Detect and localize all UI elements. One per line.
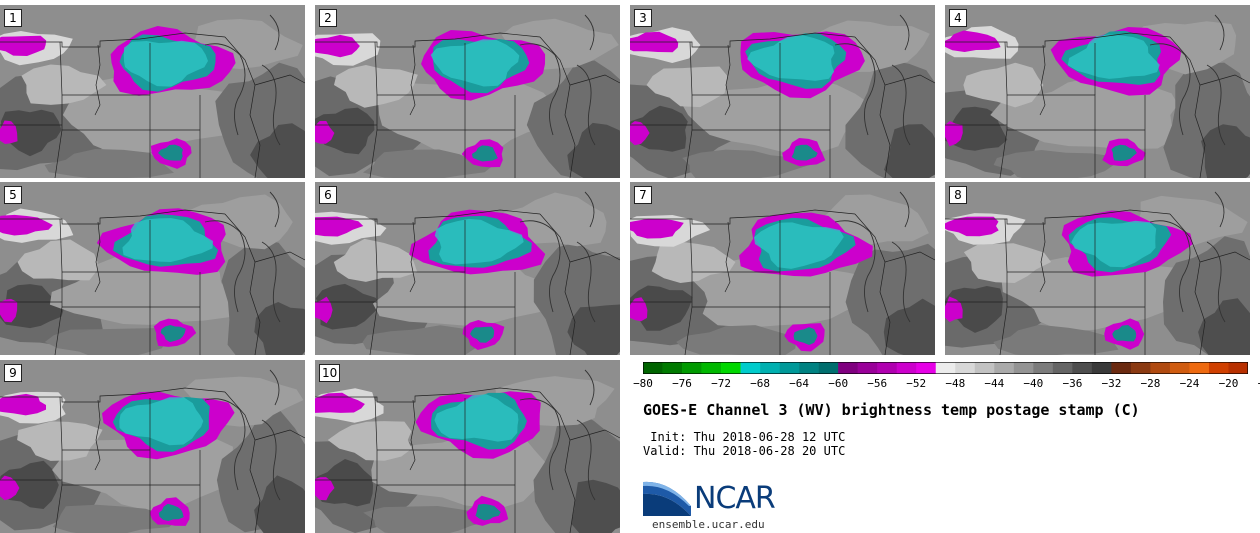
wv-map-panel-10 — [315, 360, 620, 533]
colorbar-tick-label: −80 — [633, 377, 653, 390]
colorbar-swatch — [779, 362, 800, 374]
colorbar-swatch — [935, 362, 956, 374]
colorbar-swatch — [1033, 362, 1054, 374]
stamp-panel-7: 7 — [630, 182, 935, 355]
colorbar-swatch — [682, 362, 702, 374]
figure-title: GOES-E Channel 3 (WV) brightness temp po… — [643, 401, 1140, 419]
colorbar-tick-label: −48 — [945, 377, 966, 390]
colorbar-swatch — [740, 362, 761, 374]
colorbar-swatch — [760, 362, 780, 374]
ncar-logo-text: NCAR — [694, 481, 776, 516]
wv-map-panel-7 — [630, 182, 935, 355]
colorbar-swatch — [1052, 362, 1073, 374]
stamp-panel-4: 4 — [945, 5, 1250, 178]
colorbar-swatch — [1072, 362, 1093, 374]
colorbar-tick-label: −60 — [828, 377, 849, 390]
colorbar-frame — [643, 362, 1248, 374]
colorbar-tick-label: −36 — [1062, 377, 1083, 390]
colorbar-swatch — [1228, 362, 1248, 374]
colorbar-swatch — [857, 362, 878, 374]
panel-number-label: 6 — [319, 186, 337, 204]
stamp-panel-9: 9 — [0, 360, 305, 533]
stamp-panel-8: 8 — [945, 182, 1250, 355]
colorbar-tick-label: −76 — [672, 377, 692, 390]
panel-number-label: 1 — [4, 9, 22, 27]
ncar-url: ensemble.ucar.edu — [652, 518, 765, 531]
wv-map-panel-3 — [630, 5, 935, 178]
wv-map-panel-4 — [945, 5, 1250, 178]
colorbar-swatch — [916, 362, 937, 374]
ncar-logo-icon — [643, 481, 691, 516]
panel-number-label: 8 — [949, 186, 967, 204]
colorbar-ticks: −80 −76 −72 −68 −64 −60 −56 −52 −48 −44 −40 −36 −32 −… — [633, 377, 1260, 395]
colorbar-swatch — [1111, 362, 1132, 374]
init-time: Init: Thu 2018-06-28 12 UTC — [643, 430, 846, 444]
colorbar-tick-label: −68 — [750, 377, 771, 390]
colorbar-tick-label: −56 — [867, 377, 888, 390]
colorbar-swatch — [955, 362, 976, 374]
colorbar-tick-label: −20 — [1218, 377, 1239, 390]
colorbar-tick-label: −72 — [711, 377, 732, 390]
colorbar-swatch — [662, 362, 683, 374]
colorbar-swatch — [838, 362, 858, 374]
colorbar — [643, 362, 1248, 374]
stamp-panel-3: 3 — [630, 5, 935, 178]
colorbar-tick-label: −40 — [1023, 377, 1044, 390]
colorbar-swatch — [1150, 362, 1171, 374]
colorbar-swatch — [643, 362, 663, 374]
colorbar-tick-label: −44 — [984, 377, 1005, 390]
colorbar-tick-label: −64 — [789, 377, 810, 390]
colorbar-swatch — [1208, 362, 1229, 374]
stamp-panel-2: 2 — [315, 5, 620, 178]
colorbar-swatch — [896, 362, 917, 374]
colorbar-swatch — [721, 362, 741, 374]
colorbar-swatch — [1169, 362, 1190, 374]
colorbar-tick-label: −28 — [1140, 377, 1161, 390]
colorbar-swatch — [1130, 362, 1151, 374]
colorbar-tick-label: −24 — [1179, 377, 1200, 390]
panel-number-label: 10 — [319, 364, 341, 382]
stamp-panel-10: 10 — [315, 360, 620, 533]
colorbar-swatch — [877, 362, 898, 374]
stamp-panel-6: 6 — [315, 182, 620, 355]
stamp-panel-5: 5 — [0, 182, 305, 355]
valid-time: Valid: Thu 2018-06-28 20 UTC — [643, 444, 846, 458]
wv-map-panel-5 — [0, 182, 305, 355]
colorbar-swatch — [974, 362, 995, 374]
colorbar-swatch — [1091, 362, 1112, 374]
stamp-panel-1: 1 — [0, 5, 305, 178]
colorbar-swatch — [701, 362, 722, 374]
colorbar-tick-label: −52 — [906, 377, 927, 390]
panel-number-label: 5 — [4, 186, 22, 204]
wv-map-panel-6 — [315, 182, 620, 355]
wv-map-panel-8 — [945, 182, 1250, 355]
panel-number-label: 2 — [319, 9, 337, 27]
colorbar-swatch — [994, 362, 1015, 374]
colorbar-tick-label: −16 — [1258, 377, 1260, 390]
colorbar-tick-label: −32 — [1101, 377, 1122, 390]
colorbar-swatch — [799, 362, 819, 374]
wv-map-panel-2 — [315, 5, 620, 178]
panel-number-label: 3 — [634, 9, 652, 27]
wv-map-panel-9 — [0, 360, 305, 533]
wv-map-panel-1 — [0, 5, 305, 178]
panel-number-label: 7 — [634, 186, 652, 204]
colorbar-swatch — [1189, 362, 1210, 374]
panel-number-label: 9 — [4, 364, 22, 382]
panel-number-label: 4 — [949, 9, 967, 27]
colorbar-swatch — [818, 362, 839, 374]
colorbar-swatch — [1013, 362, 1034, 374]
